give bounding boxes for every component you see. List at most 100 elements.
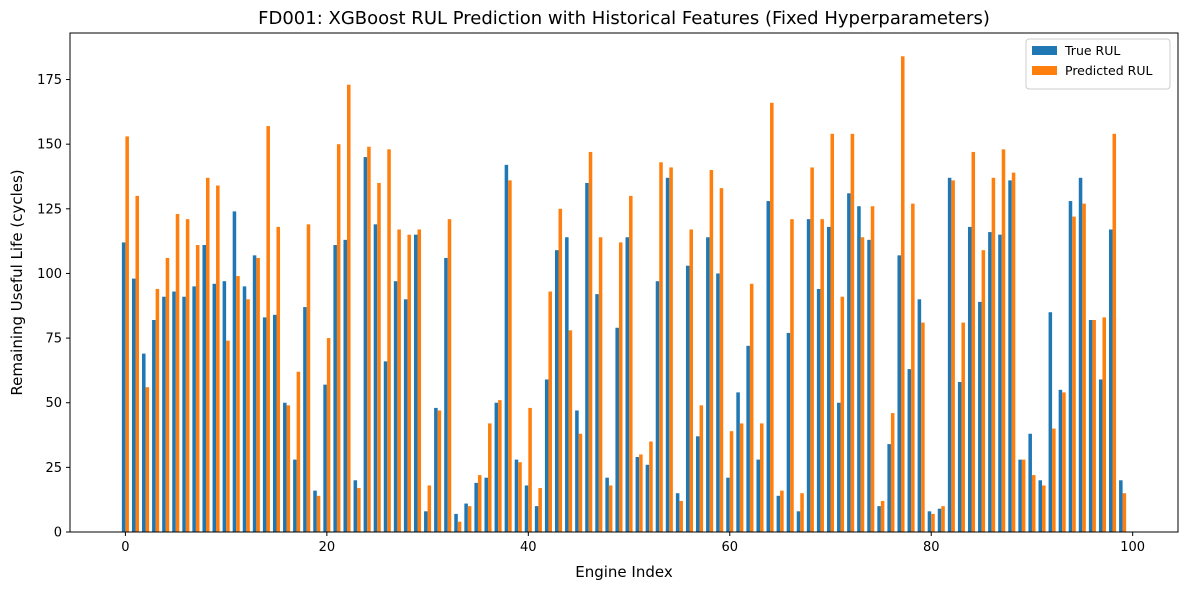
bar-true-rul-44 [565, 237, 569, 532]
bar-predicted-rul-59 [719, 188, 724, 532]
bar-predicted-rul-65 [780, 490, 784, 532]
x-tick-label: 80 [923, 540, 940, 555]
bar-true-rul-43 [555, 250, 559, 532]
bar-predicted-rul-31 [437, 410, 442, 532]
y-axis-label: Remaining Useful Life (cycles) [8, 169, 26, 395]
bar-predicted-rul-94 [1072, 216, 1076, 532]
bar-predicted-rul-75 [880, 500, 885, 532]
bar-predicted-rul-89 [1021, 459, 1026, 532]
bar-predicted-rul-91 [1042, 485, 1046, 532]
bar-predicted-rul-1 [135, 195, 139, 532]
bar-predicted-rul-90 [1031, 475, 1036, 532]
bar-predicted-rul-52 [649, 441, 653, 532]
y-tick-label: 75 [45, 332, 62, 347]
bar-predicted-rul-11 [236, 276, 240, 532]
bar-true-rul-60 [726, 477, 730, 532]
bar-true-rul-39 [514, 459, 519, 532]
plot-frame [69, 32, 1179, 533]
bar-true-rul-37 [494, 402, 499, 532]
chart-title: FD001: XGBoost RUL Prediction with Histo… [258, 8, 990, 29]
y-tick-label: 50 [45, 396, 62, 411]
bar-predicted-rul-54 [669, 167, 673, 532]
bar-true-rul-21 [333, 245, 337, 532]
bar-true-rul-18 [303, 307, 307, 532]
bar-true-rul-80 [927, 511, 932, 532]
bar-true-rul-10 [222, 281, 227, 532]
bar-predicted-rul-72 [850, 133, 855, 532]
x-axis-label: Engine Index [575, 563, 673, 581]
legend-box [1025, 38, 1171, 90]
bar-predicted-rul-82 [951, 180, 955, 532]
bar-predicted-rul-67 [800, 493, 804, 532]
bar-predicted-rul-8 [205, 177, 210, 533]
bar-true-rul-91 [1038, 480, 1043, 532]
bar-true-rul-30 [424, 511, 428, 532]
bar-true-rul-49 [615, 327, 619, 532]
bar-predicted-rul-29 [417, 229, 422, 532]
bar-predicted-rul-87 [1001, 149, 1006, 532]
bar-true-rul-0 [121, 242, 126, 533]
bar-predicted-rul-22 [347, 84, 351, 533]
y-tick-label: 125 [37, 202, 62, 217]
bar-predicted-rul-36 [488, 423, 492, 532]
bar-predicted-rul-27 [397, 229, 401, 532]
bar-true-rul-23 [353, 480, 358, 532]
legend-label: Predicted RUL [1065, 63, 1152, 78]
bar-true-rul-97 [1098, 379, 1103, 532]
bar-true-rul-48 [605, 477, 609, 532]
bar-predicted-rul-19 [316, 495, 321, 532]
bar-predicted-rul-95 [1082, 203, 1086, 532]
bar-true-rul-22 [343, 239, 347, 532]
bar-true-rul-50 [625, 237, 630, 532]
bar-true-rul-83 [957, 382, 962, 532]
bar-predicted-rul-78 [911, 203, 915, 532]
bar-true-rul-9 [212, 283, 217, 532]
y-axis: 0 25 50 75 100 125 150 175 [37, 73, 70, 541]
bar-predicted-rul-7 [195, 245, 200, 532]
bar-predicted-rul-45 [578, 433, 583, 532]
bar-predicted-rul-44 [568, 330, 573, 532]
bar-predicted-rul-66 [790, 219, 794, 532]
bar-true-rul-87 [998, 234, 1002, 533]
bar-predicted-rul-60 [729, 431, 734, 532]
bar-true-rul-14 [262, 317, 267, 532]
bar-true-rul-59 [716, 273, 720, 532]
bar-true-rul-12 [242, 286, 247, 532]
bar-true-rul-4 [162, 296, 166, 532]
legend: True RUL Predicted RUL [1025, 38, 1171, 90]
bar-predicted-rul-16 [286, 405, 291, 532]
bar-predicted-rul-83 [961, 322, 965, 532]
bar-true-rul-34 [464, 503, 468, 532]
bar-true-rul-46 [585, 182, 589, 532]
bar-predicted-rul-47 [598, 237, 603, 532]
bar-true-rul-65 [776, 495, 781, 532]
bar-true-rul-93 [1058, 389, 1063, 532]
bar-true-rul-5 [172, 291, 176, 532]
bar-true-rul-31 [434, 407, 438, 532]
x-axis: 0 20 40 60 80 100 [121, 532, 1145, 555]
bar-true-rul-35 [474, 482, 478, 532]
x-tick-label: 20 [319, 540, 336, 555]
bar-true-rul-92 [1048, 312, 1053, 532]
bar-true-rul-6 [182, 296, 186, 532]
bar-true-rul-75 [877, 506, 881, 532]
bar-true-rul-64 [766, 201, 771, 532]
bar-predicted-rul-38 [508, 180, 512, 532]
bar-predicted-rul-46 [588, 151, 593, 532]
bar-true-rul-41 [534, 506, 539, 532]
bar-true-rul-68 [806, 219, 811, 532]
bar-predicted-rul-23 [357, 488, 361, 532]
bar-predicted-rul-6 [185, 219, 190, 532]
bar-true-rul-36 [484, 477, 489, 532]
bar-predicted-rul-0 [125, 136, 129, 533]
bar-true-rul-29 [413, 234, 418, 533]
bar-true-rul-73 [857, 206, 861, 533]
bar-predicted-rul-86 [991, 177, 996, 533]
bar-true-rul-17 [293, 459, 297, 532]
bar-predicted-rul-13 [256, 257, 260, 532]
bar-predicted-rul-17 [296, 371, 301, 532]
bar-true-rul-61 [736, 392, 740, 532]
legend-swatch [1032, 66, 1057, 75]
bar-true-rul-15 [272, 314, 277, 532]
